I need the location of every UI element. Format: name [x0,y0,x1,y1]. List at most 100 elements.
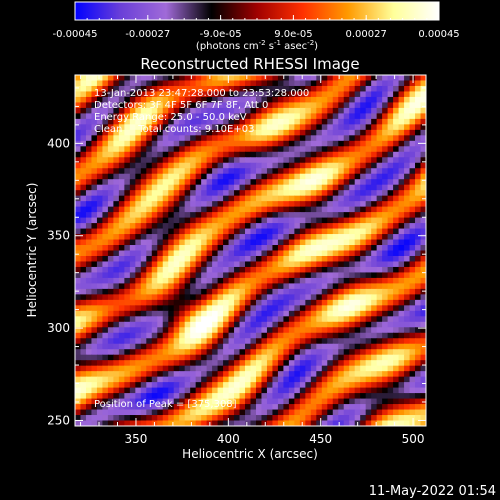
heatmap-cell [277,327,285,334]
heatmap-cell [96,212,104,219]
heatmap-cell [173,140,180,147]
heatmap-cell [124,360,131,367]
heatmap-cell [404,409,411,416]
heatmap-cell [343,404,350,411]
heatmap-cell [255,217,263,224]
heatmap-cell [102,195,109,202]
heatmap-cell [305,305,312,312]
heatmap-cell [107,327,114,334]
heatmap-cell [151,201,158,208]
heatmap-cell [415,316,422,323]
heatmap-cell [338,228,345,235]
heatmap-cell [266,118,274,125]
heatmap-cell [294,321,301,328]
heatmap-cell [354,162,361,169]
heatmap-cell [398,239,405,246]
heatmap-cell [173,124,180,131]
heatmap-cell [310,212,317,219]
heatmap-cell [283,223,290,230]
heatmap-cell [272,113,279,120]
heatmap-cell [261,102,268,109]
heatmap-cell [228,201,235,208]
heatmap-cell [80,96,87,104]
heatmap-cell [365,157,372,164]
heatmap-cell [102,250,109,257]
heatmap-cell [168,217,175,224]
heatmap-cell [294,360,301,367]
heatmap-cell [217,393,224,400]
heatmap-cell [250,387,257,394]
heatmap-cell [234,184,241,191]
heatmap-cell [371,102,378,109]
heatmap-cell [294,250,301,257]
heatmap-cell [404,157,411,164]
heatmap-cell [80,195,87,202]
heatmap-cell [354,255,361,263]
heatmap-cell [228,310,235,317]
heatmap-cell [365,299,372,306]
heatmap-cell [365,162,372,169]
heatmap-cell [266,217,274,224]
heatmap-cell [96,168,104,175]
heatmap-cell [321,129,328,136]
heatmap-cell [371,234,378,241]
heatmap-cell [195,327,202,334]
heatmap-cell [173,354,180,361]
heatmap-cell [85,206,93,213]
heatmap-cell [80,118,87,125]
heatmap-cell [299,102,306,109]
heatmap-cell [96,409,104,416]
heatmap-cell [234,234,241,241]
heatmap-cell [162,255,169,263]
heatmap-cell [349,184,356,191]
heatmap-cell [173,239,180,246]
heatmap-cell [365,184,372,191]
heatmap-cell [91,162,98,169]
heatmap-cell [250,321,257,328]
heatmap-cell [124,321,131,328]
heatmap-cell [162,376,169,383]
heatmap-cell [277,75,285,82]
heatmap-cell [415,321,422,328]
heatmap-cell [118,157,125,164]
heatmap-cell [96,310,104,317]
heatmap-cell [223,250,230,257]
heatmap-cell [299,387,306,394]
heatmap-cell [404,228,411,235]
heatmap-cell [228,360,235,367]
heatmap-cell [299,404,306,411]
heatmap-cell [371,299,378,306]
heatmap-cell [195,239,202,246]
heatmap-cell [124,151,131,158]
heatmap-cell [113,212,120,219]
heatmap-cell [354,245,361,252]
heatmap-cell [223,321,230,328]
heatmap-cell [179,162,186,169]
heatmap-cell [173,245,180,252]
heatmap-cell [371,327,378,334]
heatmap-cell [382,140,389,147]
heatmap-cell [113,217,120,224]
heatmap-cell [212,129,219,136]
heatmap-cell [316,398,323,405]
heatmap-cell [299,255,306,263]
heatmap-cell [266,415,274,422]
heatmap-cell [75,75,82,82]
heatmap-cell [420,239,426,246]
heatmap-cell [217,371,224,378]
heatmap-cell [184,250,191,257]
heatmap-cell [228,365,235,372]
heatmap-cell [393,107,400,114]
heatmap-cell [91,294,98,301]
heatmap-cell [239,398,246,405]
heatmap-cell [85,398,93,405]
heatmap-cell [354,387,361,394]
heatmap-cell [151,162,158,169]
heatmap-cell [195,245,202,252]
heatmap-cell [195,360,202,367]
heatmap-cell [102,223,109,230]
heatmap-cell [157,404,164,411]
heatmap-cell [168,206,175,213]
heatmap-cell [85,338,93,345]
heatmap-cell [151,96,158,104]
